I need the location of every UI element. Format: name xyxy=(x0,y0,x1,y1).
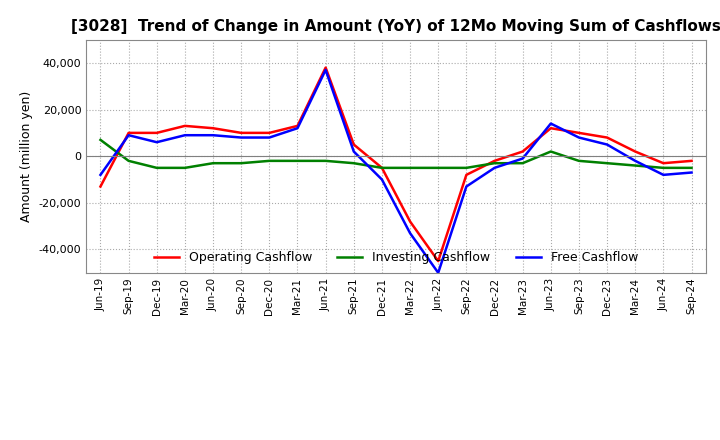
Investing Cashflow xyxy=(293,158,302,164)
Operating Cashflow xyxy=(687,158,696,164)
Free Cashflow xyxy=(659,172,667,177)
Free Cashflow xyxy=(349,149,358,154)
Investing Cashflow xyxy=(321,158,330,164)
Operating Cashflow xyxy=(293,123,302,128)
Operating Cashflow xyxy=(181,123,189,128)
Operating Cashflow xyxy=(237,130,246,136)
Legend: Operating Cashflow, Investing Cashflow, Free Cashflow: Operating Cashflow, Investing Cashflow, … xyxy=(149,246,643,269)
Investing Cashflow xyxy=(406,165,415,170)
Free Cashflow xyxy=(293,125,302,131)
Free Cashflow xyxy=(125,132,133,138)
Free Cashflow xyxy=(153,139,161,145)
Investing Cashflow xyxy=(575,158,583,164)
Operating Cashflow xyxy=(406,219,415,224)
Investing Cashflow xyxy=(209,161,217,166)
Free Cashflow xyxy=(96,172,105,177)
Operating Cashflow xyxy=(349,142,358,147)
Investing Cashflow xyxy=(518,161,527,166)
Investing Cashflow xyxy=(265,158,274,164)
Free Cashflow xyxy=(687,170,696,175)
Investing Cashflow xyxy=(659,165,667,170)
Operating Cashflow xyxy=(603,135,611,140)
Investing Cashflow xyxy=(349,161,358,166)
Free Cashflow xyxy=(434,270,443,275)
Operating Cashflow xyxy=(518,149,527,154)
Operating Cashflow xyxy=(575,130,583,136)
Operating Cashflow xyxy=(490,158,499,164)
Operating Cashflow xyxy=(209,125,217,131)
Investing Cashflow xyxy=(490,161,499,166)
Free Cashflow xyxy=(462,184,471,189)
Free Cashflow xyxy=(377,177,386,182)
Free Cashflow xyxy=(575,135,583,140)
Investing Cashflow xyxy=(181,165,189,170)
Free Cashflow xyxy=(181,132,189,138)
Free Cashflow xyxy=(406,231,415,236)
Free Cashflow xyxy=(631,158,639,164)
Operating Cashflow xyxy=(659,161,667,166)
Operating Cashflow xyxy=(377,165,386,170)
Free Cashflow xyxy=(321,67,330,73)
Y-axis label: Amount (million yen): Amount (million yen) xyxy=(20,91,33,222)
Operating Cashflow xyxy=(546,125,555,131)
Investing Cashflow xyxy=(153,165,161,170)
Free Cashflow xyxy=(490,165,499,170)
Free Cashflow xyxy=(603,142,611,147)
Investing Cashflow xyxy=(603,161,611,166)
Operating Cashflow xyxy=(462,172,471,177)
Operating Cashflow xyxy=(125,130,133,136)
Investing Cashflow xyxy=(631,163,639,168)
Investing Cashflow xyxy=(462,165,471,170)
Title: [3028]  Trend of Change in Amount (YoY) of 12Mo Moving Sum of Cashflows: [3028] Trend of Change in Amount (YoY) o… xyxy=(71,19,720,34)
Investing Cashflow xyxy=(434,165,443,170)
Line: Operating Cashflow: Operating Cashflow xyxy=(101,68,691,261)
Line: Investing Cashflow: Investing Cashflow xyxy=(101,140,691,168)
Operating Cashflow xyxy=(631,149,639,154)
Line: Free Cashflow: Free Cashflow xyxy=(101,70,691,273)
Free Cashflow xyxy=(237,135,246,140)
Free Cashflow xyxy=(209,132,217,138)
Free Cashflow xyxy=(518,156,527,161)
Investing Cashflow xyxy=(687,165,696,170)
Operating Cashflow xyxy=(434,258,443,264)
Investing Cashflow xyxy=(237,161,246,166)
Free Cashflow xyxy=(265,135,274,140)
Free Cashflow xyxy=(546,121,555,126)
Operating Cashflow xyxy=(153,130,161,136)
Operating Cashflow xyxy=(96,184,105,189)
Investing Cashflow xyxy=(125,158,133,164)
Investing Cashflow xyxy=(377,165,386,170)
Operating Cashflow xyxy=(321,65,330,70)
Investing Cashflow xyxy=(96,137,105,143)
Investing Cashflow xyxy=(546,149,555,154)
Operating Cashflow xyxy=(265,130,274,136)
